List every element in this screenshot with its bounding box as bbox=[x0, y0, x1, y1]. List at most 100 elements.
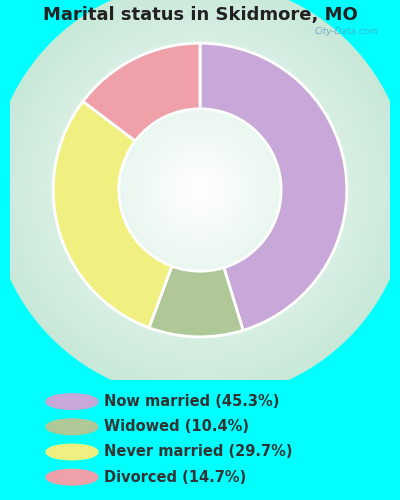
Circle shape bbox=[0, 0, 400, 397]
Circle shape bbox=[0, 0, 400, 390]
Circle shape bbox=[190, 180, 210, 201]
Text: Never married (29.7%): Never married (29.7%) bbox=[104, 444, 292, 460]
Circle shape bbox=[90, 80, 310, 300]
Circle shape bbox=[71, 61, 329, 319]
Circle shape bbox=[80, 70, 320, 310]
Circle shape bbox=[149, 140, 251, 240]
Circle shape bbox=[116, 106, 284, 274]
Circle shape bbox=[152, 142, 248, 238]
Circle shape bbox=[139, 129, 261, 251]
Circle shape bbox=[46, 36, 354, 344]
Circle shape bbox=[50, 40, 350, 340]
Circle shape bbox=[132, 122, 268, 258]
Circle shape bbox=[25, 15, 375, 365]
Circle shape bbox=[183, 173, 217, 207]
Circle shape bbox=[124, 114, 276, 266]
Circle shape bbox=[6, 0, 394, 384]
Circle shape bbox=[109, 99, 291, 281]
Text: Now married (45.3%): Now married (45.3%) bbox=[104, 394, 279, 409]
Circle shape bbox=[130, 120, 270, 260]
Circle shape bbox=[94, 84, 306, 296]
Circle shape bbox=[65, 55, 335, 325]
Circle shape bbox=[8, 0, 392, 382]
Circle shape bbox=[88, 78, 312, 302]
Circle shape bbox=[111, 102, 289, 278]
Circle shape bbox=[185, 175, 215, 205]
Circle shape bbox=[23, 12, 377, 368]
Circle shape bbox=[61, 50, 339, 330]
Circle shape bbox=[46, 444, 98, 460]
Text: Marital status in Skidmore, MO: Marital status in Skidmore, MO bbox=[43, 6, 357, 24]
Circle shape bbox=[56, 46, 344, 334]
Circle shape bbox=[46, 470, 98, 485]
Circle shape bbox=[172, 162, 228, 218]
Circle shape bbox=[40, 30, 360, 350]
Circle shape bbox=[177, 167, 223, 213]
Circle shape bbox=[44, 34, 356, 346]
Circle shape bbox=[10, 0, 390, 380]
Circle shape bbox=[164, 154, 236, 226]
Circle shape bbox=[175, 164, 225, 216]
Circle shape bbox=[120, 110, 280, 270]
Circle shape bbox=[145, 135, 255, 245]
Circle shape bbox=[181, 171, 219, 209]
Circle shape bbox=[58, 48, 342, 332]
Circle shape bbox=[42, 32, 358, 348]
Circle shape bbox=[69, 59, 331, 321]
Circle shape bbox=[52, 42, 348, 338]
Circle shape bbox=[105, 95, 295, 285]
Circle shape bbox=[166, 156, 234, 224]
Circle shape bbox=[20, 10, 380, 370]
Circle shape bbox=[101, 91, 299, 289]
Circle shape bbox=[82, 72, 318, 308]
Circle shape bbox=[179, 169, 221, 211]
Circle shape bbox=[141, 131, 259, 249]
Circle shape bbox=[118, 108, 282, 272]
Circle shape bbox=[35, 26, 365, 354]
Circle shape bbox=[12, 2, 388, 378]
Circle shape bbox=[158, 148, 242, 232]
Circle shape bbox=[154, 144, 246, 236]
Circle shape bbox=[27, 17, 373, 363]
Circle shape bbox=[143, 133, 257, 247]
Circle shape bbox=[137, 126, 263, 254]
Circle shape bbox=[54, 44, 346, 336]
Circle shape bbox=[187, 178, 213, 203]
Circle shape bbox=[84, 74, 316, 306]
Circle shape bbox=[14, 4, 386, 376]
Text: Widowed (10.4%): Widowed (10.4%) bbox=[104, 420, 249, 434]
Circle shape bbox=[160, 150, 240, 230]
Circle shape bbox=[134, 124, 266, 256]
Circle shape bbox=[196, 186, 204, 194]
Circle shape bbox=[99, 88, 301, 292]
Circle shape bbox=[76, 66, 324, 314]
Circle shape bbox=[156, 146, 244, 234]
Circle shape bbox=[33, 23, 367, 357]
Circle shape bbox=[67, 57, 333, 323]
Circle shape bbox=[170, 160, 230, 220]
Circle shape bbox=[63, 53, 337, 327]
Circle shape bbox=[16, 6, 384, 374]
Circle shape bbox=[0, 0, 400, 392]
Circle shape bbox=[78, 68, 322, 312]
Wedge shape bbox=[149, 266, 243, 337]
Circle shape bbox=[96, 86, 304, 294]
Text: Divorced (14.7%): Divorced (14.7%) bbox=[104, 470, 246, 484]
Circle shape bbox=[107, 97, 293, 283]
Text: City-Data.com: City-Data.com bbox=[314, 26, 378, 36]
Circle shape bbox=[147, 137, 253, 243]
Circle shape bbox=[73, 64, 327, 316]
Circle shape bbox=[162, 152, 238, 228]
Circle shape bbox=[46, 419, 98, 434]
Wedge shape bbox=[200, 43, 347, 331]
Circle shape bbox=[31, 21, 369, 359]
Circle shape bbox=[2, 0, 398, 388]
Circle shape bbox=[114, 104, 286, 277]
Circle shape bbox=[194, 184, 206, 196]
Circle shape bbox=[103, 93, 297, 287]
Circle shape bbox=[168, 158, 232, 222]
Circle shape bbox=[46, 394, 98, 409]
Circle shape bbox=[48, 38, 352, 342]
Wedge shape bbox=[53, 102, 172, 328]
Circle shape bbox=[0, 0, 400, 399]
